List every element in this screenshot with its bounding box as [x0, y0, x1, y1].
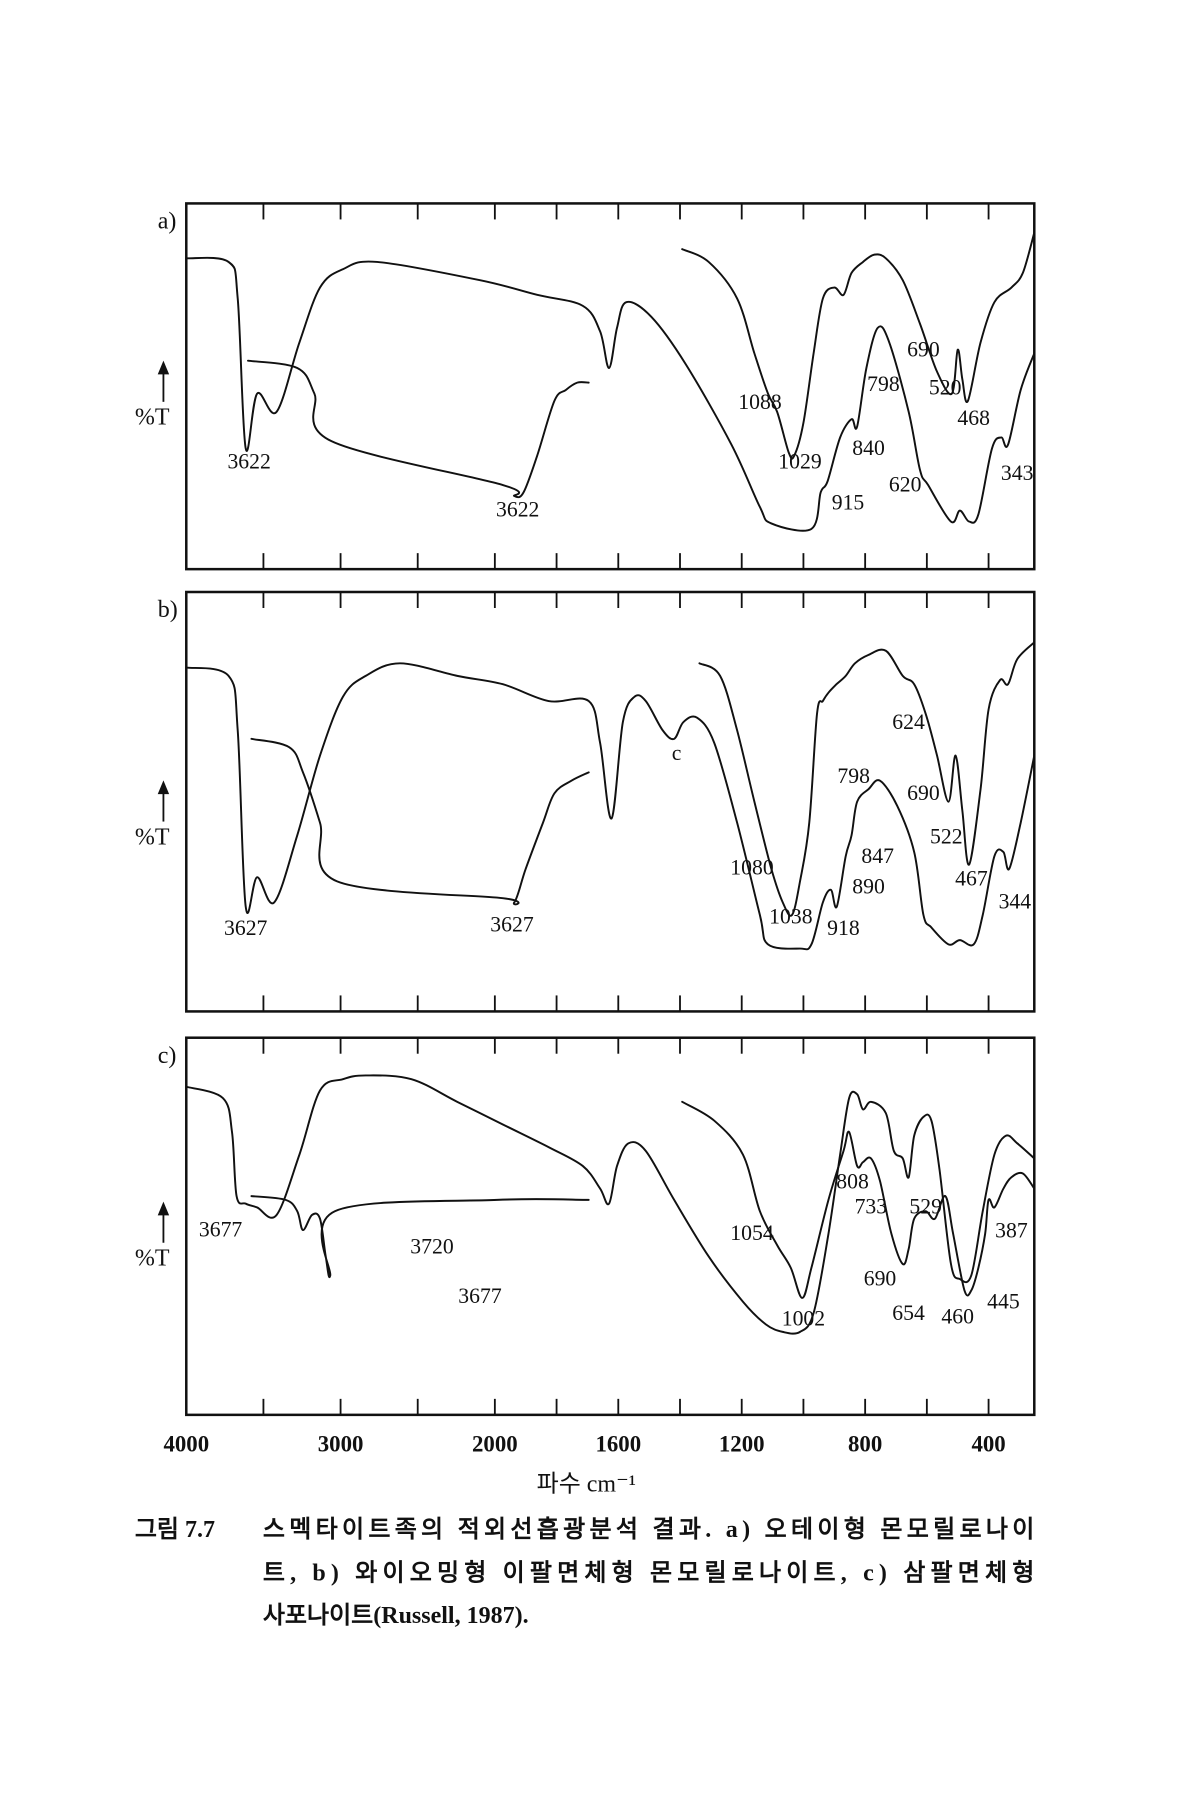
peak-label: 3677 — [199, 1218, 243, 1242]
peak-label: 620 — [889, 472, 922, 496]
peak-label: 522 — [930, 824, 963, 848]
x-axis-label: 파수 cm⁻¹ — [537, 1470, 636, 1497]
peak-label: 343 — [1001, 461, 1034, 485]
caption-number: 그림 7.7 — [135, 1516, 215, 1543]
peak-label: 1002 — [782, 1307, 825, 1331]
arrow-up-icon — [157, 360, 170, 375]
plot-frame — [185, 202, 1036, 571]
peak-label: 733 — [855, 1195, 888, 1219]
x-tick-label: 400 — [971, 1431, 1005, 1456]
peak-label: 3677 — [458, 1284, 502, 1308]
spectrum-curve-main — [185, 662, 1036, 951]
caption-line-3: 사포나이트(Russell, 1987). — [263, 1602, 529, 1629]
caption-line-2: 트, b) 와이오밍형 이팔면체형 몬모릴로나이트, c) 삼팔면체형 — [263, 1560, 1034, 1587]
peak-label: 3627 — [224, 916, 268, 940]
spectrum-curve-OH-inset — [247, 359, 590, 499]
spectrum-curve-expanded — [681, 231, 1036, 460]
x-tick-label: 4000 — [163, 1431, 209, 1456]
panel-label: c) — [158, 1043, 177, 1069]
plot-frame — [185, 1036, 1036, 1417]
peak-label: 915 — [832, 491, 865, 515]
peak-label: 460 — [941, 1304, 974, 1328]
peak-label: 445 — [987, 1290, 1020, 1314]
peak-label: 1038 — [769, 904, 813, 928]
caption-line-1: 스멕타이트족의 적외선흡광분석 결과. a) 오테이형 몬모릴로나이 — [263, 1516, 1034, 1543]
x-tick-label: 2000 — [472, 1431, 518, 1456]
peak-label: 890 — [852, 875, 885, 899]
spectrum-curve-expanded — [681, 1100, 1036, 1299]
x-tick-label: 1600 — [595, 1431, 641, 1456]
peak-label: 344 — [999, 890, 1032, 914]
x-axis: 4000 3000 2000 1600 1200 800 400 — [163, 1431, 1005, 1456]
peak-label: 468 — [957, 406, 990, 430]
peak-label: 3622 — [227, 450, 270, 474]
peak-label: 690 — [907, 338, 940, 362]
peak-label: 1088 — [738, 390, 782, 414]
peak-label: 798 — [837, 764, 870, 788]
peak-label: 3720 — [410, 1235, 454, 1259]
peak-label: 3622 — [496, 498, 539, 522]
peak-label: 467 — [955, 867, 988, 891]
panel-label: b) — [158, 597, 178, 623]
peak-label: 1029 — [778, 450, 821, 474]
peak-label: 918 — [827, 916, 860, 940]
peak-label: 529 — [909, 1195, 942, 1219]
panel-label: a) — [158, 209, 177, 235]
spectrum-curve-OH-inset — [250, 737, 590, 906]
peak-label: 840 — [852, 436, 885, 460]
peak-label: 1080 — [730, 855, 774, 879]
peak-label: 690 — [864, 1267, 897, 1291]
spectrum-panel-a: a) %T 3622 3622 1088 1029 840 915 798 690 520 468 62… — [135, 202, 1036, 571]
arrow-up-icon — [157, 1201, 170, 1216]
plot-frame — [185, 590, 1036, 1013]
x-tick-label: 800 — [848, 1431, 882, 1456]
peak-label: 690 — [907, 781, 940, 805]
arrow-up-icon — [157, 780, 170, 795]
peak-label: 847 — [861, 844, 894, 868]
peak-label: 654 — [892, 1301, 925, 1325]
spectrum-curve-expanded — [698, 641, 1036, 917]
spectrum-curve-main — [185, 256, 1036, 532]
peak-label: 520 — [929, 375, 962, 399]
y-axis-label: %T — [135, 824, 170, 850]
peak-label: 1054 — [730, 1221, 774, 1245]
peak-label: 798 — [867, 372, 900, 396]
peak-label: c — [672, 741, 682, 765]
y-axis-label: %T — [135, 405, 170, 431]
peak-label: 387 — [995, 1219, 1028, 1243]
spectrum-panel-b: b) %T 3627 3627 c 1080 1038 918 890 847 798 690 624 5… — [135, 590, 1036, 1013]
peak-label: 808 — [836, 1170, 869, 1194]
x-tick-label: 3000 — [318, 1431, 364, 1456]
y-axis-label: %T — [135, 1246, 170, 1272]
spectrum-curve-OH-inset — [250, 1195, 590, 1279]
x-tick-label: 1200 — [719, 1431, 765, 1456]
spectrum-curve-main — [185, 1074, 1036, 1335]
peak-label: 3627 — [490, 912, 534, 936]
peak-label: 624 — [892, 710, 925, 734]
